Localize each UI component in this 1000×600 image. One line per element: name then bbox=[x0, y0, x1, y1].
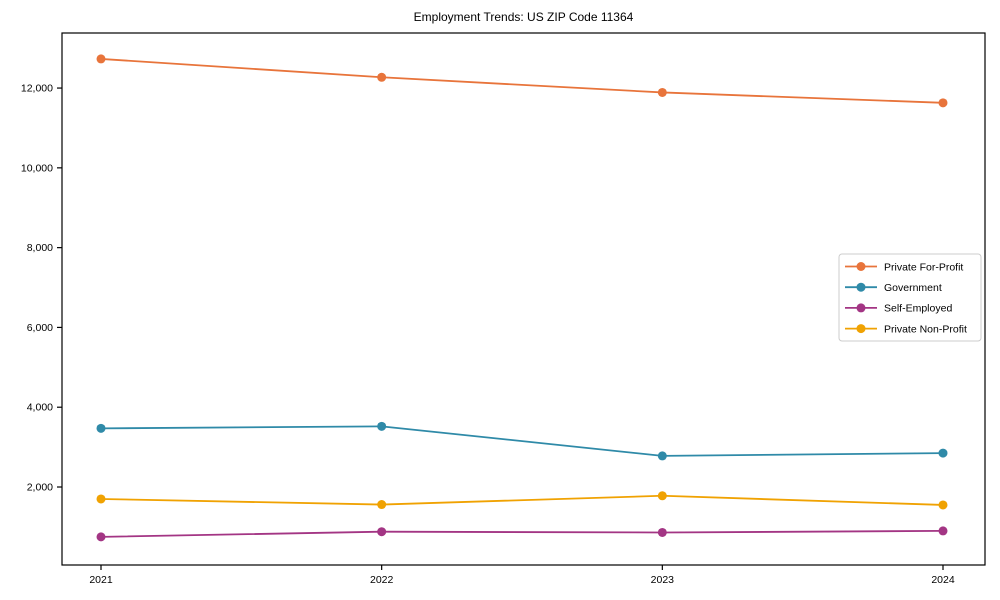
series-line-private-non-profit bbox=[100, 494, 944, 506]
x-tick-label: 2024 bbox=[931, 574, 955, 586]
legend-label-government: Government bbox=[884, 282, 942, 294]
x-tick-label: 2023 bbox=[651, 574, 675, 586]
x-tick-label: 2021 bbox=[89, 574, 113, 586]
legend-marker-private-for-profit bbox=[856, 262, 866, 271]
data-point-self-employed-2022 bbox=[377, 527, 387, 537]
data-point-private-for-profit-2022 bbox=[377, 72, 387, 82]
data-point-self-employed-2024 bbox=[938, 526, 948, 536]
legend-label-private-non-profit: Private Non-Profit bbox=[884, 323, 967, 335]
legend-marker-self-employed bbox=[856, 303, 866, 313]
y-tick-label: 6,000 bbox=[27, 322, 53, 334]
data-point-self-employed-2023 bbox=[657, 527, 667, 537]
plot-border bbox=[61, 32, 986, 566]
legend-marker-private-non-profit bbox=[856, 324, 866, 334]
y-tick-label: 8,000 bbox=[27, 242, 53, 254]
data-point-government-2022 bbox=[377, 421, 387, 431]
legend-label-private-for-profit: Private For-Profit bbox=[884, 261, 963, 273]
data-point-private-non-profit-2021 bbox=[96, 494, 106, 504]
series-line-private-for-profit bbox=[100, 58, 944, 104]
series-line-self-employed bbox=[100, 529, 944, 538]
data-point-private-for-profit-2024 bbox=[938, 98, 948, 108]
legend: Private For-Profit Government Self-Employe… bbox=[838, 253, 982, 342]
x-tick-label: 2022 bbox=[370, 574, 394, 586]
axes: 2,000 4,000 6,000 8,000 10,000 12,000 2021 2022… bbox=[21, 32, 986, 586]
data-point-private-non-profit-2024 bbox=[938, 500, 948, 510]
data-point-government-2021 bbox=[96, 423, 106, 433]
data-point-private-non-profit-2023 bbox=[657, 491, 667, 501]
data-point-private-for-profit-2021 bbox=[96, 54, 106, 64]
y-tick-label: 12,000 bbox=[21, 83, 53, 95]
y-tick-label: 4,000 bbox=[27, 402, 53, 414]
series-line-government bbox=[100, 425, 944, 457]
y-tick-label: 2,000 bbox=[27, 482, 53, 494]
plot-area bbox=[96, 54, 948, 542]
legend-box bbox=[838, 253, 982, 342]
data-point-self-employed-2021 bbox=[96, 532, 106, 542]
data-point-private-non-profit-2022 bbox=[377, 500, 387, 510]
data-point-government-2023 bbox=[657, 451, 667, 461]
data-point-private-for-profit-2023 bbox=[657, 87, 667, 97]
legend-marker-government bbox=[856, 282, 866, 292]
chart-title: Employment Trends: US ZIP Code 11364 bbox=[414, 10, 634, 24]
data-point-government-2024 bbox=[938, 448, 948, 458]
legend-label-self-employed: Self-Employed bbox=[884, 303, 952, 315]
y-tick-label: 10,000 bbox=[21, 162, 53, 174]
